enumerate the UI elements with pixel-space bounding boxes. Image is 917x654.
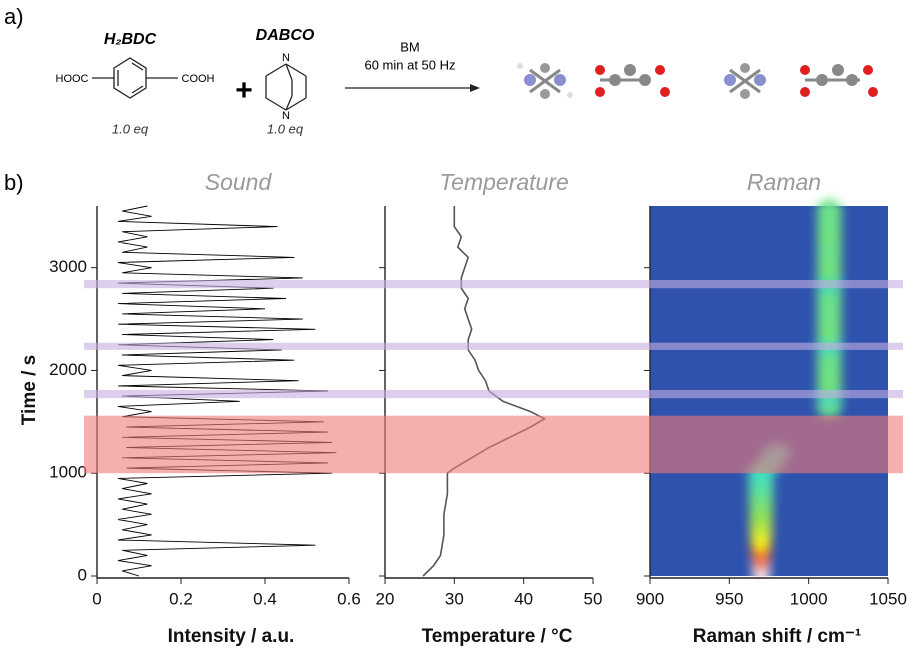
dabco (265, 63, 307, 111)
x-tick-label: 900 (636, 589, 664, 608)
plus: + (235, 74, 253, 107)
panel: Temperature Temperature / °C 20 30 40 50 (376, 169, 603, 647)
molecules (517, 63, 878, 99)
atom: N (282, 52, 290, 64)
heat-spot (816, 199, 842, 223)
arrow (345, 84, 480, 92)
reactant-name: H₂BDC (104, 31, 157, 48)
benzene (92, 57, 178, 99)
x-axis-label: Temperature / °C (422, 626, 573, 647)
condition: BM (400, 39, 420, 54)
reactant-name: DABCO (256, 27, 315, 44)
x-tick-label: 20 (376, 589, 395, 608)
group: COOH (182, 73, 215, 85)
x-tick-label: 0.6 (337, 589, 361, 608)
highlight-band (84, 280, 903, 289)
chart-title: Raman (747, 169, 821, 195)
x-tick-label: 1000 (790, 589, 828, 608)
x-tick-label: 40 (514, 589, 533, 608)
atom: N (282, 110, 290, 122)
panel: Sound Intensity / a.u. Time / s 0 0.2 0.4 0.6 0… (19, 169, 361, 647)
group: HOOC (56, 73, 89, 85)
highlight-band (84, 342, 903, 350)
chart-title: Temperature (439, 169, 569, 195)
amount: 1.0 eq (267, 121, 304, 136)
y-tick-label: 3000 (49, 257, 87, 276)
x-axis-label: Raman shift / cm⁻¹ (693, 626, 861, 647)
panel-label: b) (4, 170, 24, 195)
highlight-band (84, 415, 903, 474)
x-tick-label: 1050 (869, 589, 907, 608)
panel-label: a) (4, 4, 24, 29)
x-axis-label: Intensity / a.u. (168, 626, 295, 647)
y-tick-label: 1000 (49, 463, 87, 482)
y-axis-label: Time / s (19, 355, 40, 425)
panel: Raman Raman shift / cm⁻¹ 900 950 1000 1050 (636, 169, 907, 647)
x-tick-label: 50 (584, 589, 603, 608)
line (422, 206, 547, 577)
amount: 1.0 eq (112, 121, 149, 136)
x-tick-label: 950 (715, 589, 743, 608)
y-tick-label: 2000 (49, 360, 87, 379)
highlight-band (84, 389, 903, 399)
chart-title: Sound (205, 169, 273, 195)
x-tick-label: 0 (92, 589, 101, 608)
x-tick-label: 0.4 (253, 589, 277, 608)
x-tick-label: 30 (445, 589, 464, 608)
y-tick-label: 0 (78, 565, 87, 584)
x-tick-label: 0.2 (169, 589, 193, 608)
condition: 60 min at 50 Hz (364, 57, 455, 72)
